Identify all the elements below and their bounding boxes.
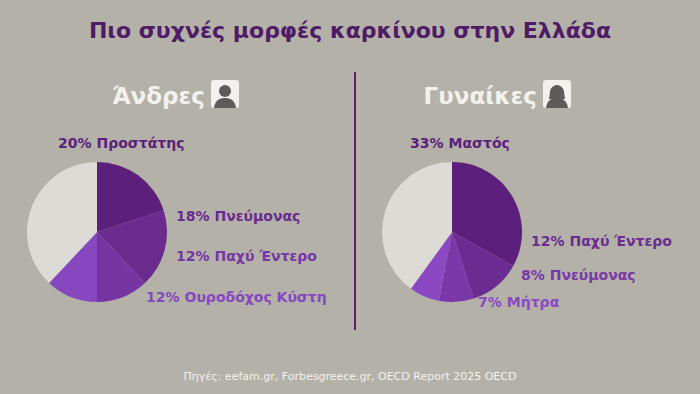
pie (382, 162, 522, 302)
data-label: 12% Παχύ Έντερο (531, 233, 672, 249)
icon-frame (211, 80, 239, 108)
data-label: 18% Πνεύμονας (176, 208, 300, 224)
data-label: 12% Ουροδόχος Κύστη (146, 289, 327, 305)
person-icon (543, 80, 571, 108)
icon-body (214, 98, 236, 108)
data-label: 33% Μαστός (410, 135, 510, 151)
data-label-category: Μαστός (449, 135, 510, 151)
data-label: 7% Μήτρα (478, 294, 560, 310)
data-label-category: Μήτρα (507, 294, 560, 310)
data-label-category: Πνεύμονας (550, 267, 636, 283)
data-label: 20% Προστάτης (58, 135, 185, 151)
data-label-value: 20% (58, 135, 92, 151)
chart-title: Άνδρες (112, 83, 205, 109)
pie-slice (97, 232, 145, 302)
source-note: Πηγές: eefam.gr, Forbesgreece.gr, OECD R… (184, 370, 517, 383)
icon-body (546, 86, 568, 108)
data-label-category: Παχύ Έντερο (215, 248, 318, 264)
icon-head (219, 85, 231, 97)
data-label: 8% Πνεύμονας (521, 267, 636, 283)
person-icon (211, 80, 239, 108)
data-label-value: 8% (521, 267, 545, 283)
pie-slice (382, 162, 452, 289)
data-label-category: Πνεύμονας (215, 208, 301, 224)
pie-chart-group: Άνδρες 20% Προστάτης 18% Πνεύμονας 12% Παχύ Έν… (27, 80, 327, 305)
pie-slice (27, 162, 97, 283)
background (0, 0, 700, 394)
icon-frame (543, 80, 571, 108)
pie-chart-group: Γυναίκες 33% Μαστός 12% Παχύ Έντερο 8% Πνεύμον… (382, 80, 672, 310)
pie (27, 162, 167, 302)
data-label-value: 33% (410, 135, 444, 151)
main-title: Πιο συχνές μορφές καρκίνου στην Ελλάδα (89, 18, 611, 43)
data-label-value: 7% (478, 294, 502, 310)
data-label-value: 12% (146, 289, 180, 305)
data-label-value: 12% (531, 233, 565, 249)
divider (354, 72, 356, 330)
data-label-category: Ουροδόχος Κύστη (185, 289, 327, 305)
data-label-value: 18% (176, 208, 210, 224)
data-label-category: Προστάτης (97, 135, 185, 151)
chart-title: Γυναίκες (424, 83, 537, 109)
data-label-value: 12% (176, 248, 210, 264)
data-label-category: Παχύ Έντερο (570, 233, 673, 249)
chart-canvas: Πιο συχνές μορφές καρκίνου στην Ελλάδα Πη… (0, 0, 700, 394)
data-label: 12% Παχύ Έντερο (176, 248, 317, 264)
